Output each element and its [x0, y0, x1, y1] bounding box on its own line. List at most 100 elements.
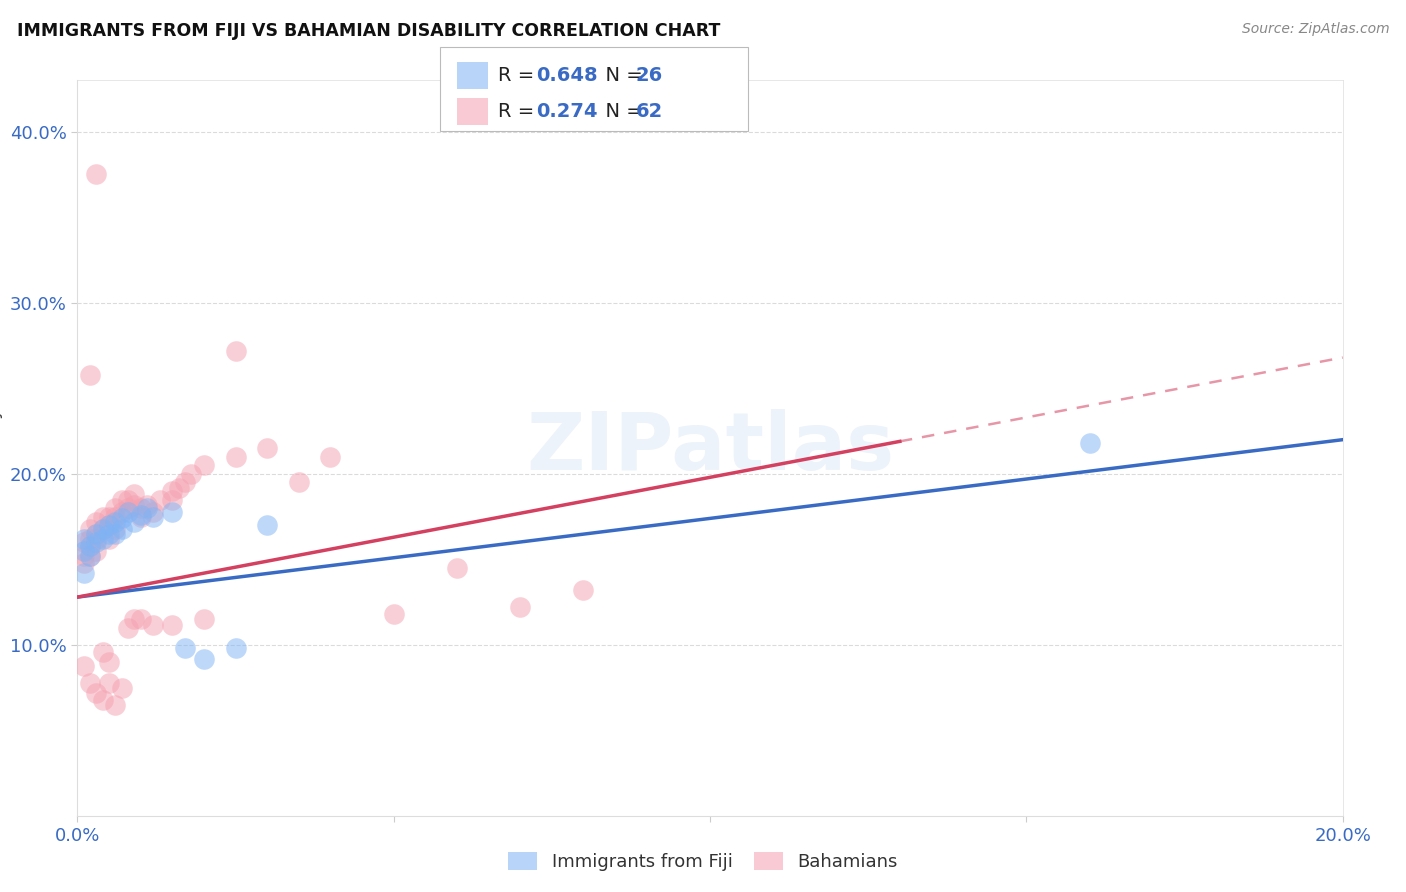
Point [73, 544, 96, 558]
Point [98, 526, 120, 541]
Point [162, 504, 183, 518]
Point [162, 492, 183, 507]
Point [129, 508, 152, 522]
Point [98, 532, 120, 546]
Point [104, 509, 127, 524]
Point [174, 641, 197, 656]
Point [73, 535, 96, 549]
Point [117, 504, 139, 518]
Text: Source: ZipAtlas.com: Source: ZipAtlas.com [1241, 22, 1389, 37]
Point [129, 509, 152, 524]
Point [135, 501, 157, 516]
Point [135, 498, 157, 512]
Point [86, 526, 108, 541]
Point [104, 526, 127, 541]
Point [98, 518, 120, 533]
Point [129, 501, 152, 516]
Point [79, 368, 101, 382]
Text: N =: N = [593, 103, 650, 121]
Point [91, 532, 114, 546]
Text: ZIPatlas: ZIPatlas [526, 409, 894, 487]
Text: N =: N = [593, 66, 650, 85]
Point [111, 492, 132, 507]
Point [446, 561, 468, 575]
Point [86, 535, 108, 549]
Point [1078, 436, 1101, 450]
Point [149, 492, 172, 507]
Point [193, 458, 215, 473]
Point [174, 475, 197, 490]
Y-axis label: Disability: Disability [0, 406, 1, 491]
Point [117, 621, 139, 635]
Point [98, 518, 120, 533]
Point [91, 522, 114, 536]
Point [86, 526, 108, 541]
Point [162, 483, 183, 498]
Point [98, 675, 120, 690]
Point [256, 442, 278, 455]
Legend: Immigrants from Fiji, Bahamians: Immigrants from Fiji, Bahamians [501, 846, 905, 879]
Point [98, 509, 120, 524]
Point [142, 617, 165, 632]
Point [256, 518, 278, 533]
Point [73, 549, 96, 563]
Point [73, 658, 96, 673]
Point [382, 607, 405, 622]
Point [73, 566, 96, 581]
Point [225, 641, 247, 656]
Point [225, 450, 247, 464]
Point [124, 487, 146, 501]
Point [104, 698, 127, 712]
Point [79, 522, 101, 536]
Point [117, 501, 139, 516]
Point [98, 655, 120, 669]
Text: 62: 62 [636, 103, 662, 121]
Point [162, 617, 183, 632]
Point [86, 515, 108, 529]
Point [111, 522, 132, 536]
Point [193, 651, 215, 665]
Point [91, 522, 114, 536]
Point [104, 522, 127, 536]
Point [509, 600, 531, 615]
Point [572, 583, 595, 598]
Text: R =: R = [498, 103, 540, 121]
Point [73, 556, 96, 570]
Point [225, 343, 247, 358]
Point [91, 509, 114, 524]
Point [79, 539, 101, 553]
Point [124, 515, 146, 529]
Point [86, 532, 108, 546]
Point [104, 501, 127, 516]
Point [79, 532, 101, 546]
Point [86, 686, 108, 700]
Point [193, 612, 215, 626]
Point [319, 450, 342, 464]
Point [86, 168, 108, 182]
Text: 26: 26 [636, 66, 662, 85]
Point [91, 645, 114, 659]
Point [288, 475, 311, 490]
Point [86, 544, 108, 558]
Point [79, 549, 101, 563]
Text: 0.274: 0.274 [536, 103, 598, 121]
Point [167, 481, 190, 495]
Text: 0.648: 0.648 [536, 66, 598, 85]
Point [111, 511, 132, 525]
Point [111, 504, 132, 518]
Point [91, 693, 114, 707]
Point [129, 612, 152, 626]
Point [142, 509, 165, 524]
Point [124, 612, 146, 626]
Point [124, 498, 146, 512]
Point [79, 539, 101, 553]
Text: R =: R = [498, 66, 540, 85]
Text: IMMIGRANTS FROM FIJI VS BAHAMIAN DISABILITY CORRELATION CHART: IMMIGRANTS FROM FIJI VS BAHAMIAN DISABIL… [17, 22, 720, 40]
Point [79, 549, 101, 563]
Point [142, 504, 165, 518]
Point [180, 467, 202, 481]
Point [79, 675, 101, 690]
Point [111, 681, 132, 695]
Point [117, 492, 139, 507]
Point [73, 532, 96, 546]
